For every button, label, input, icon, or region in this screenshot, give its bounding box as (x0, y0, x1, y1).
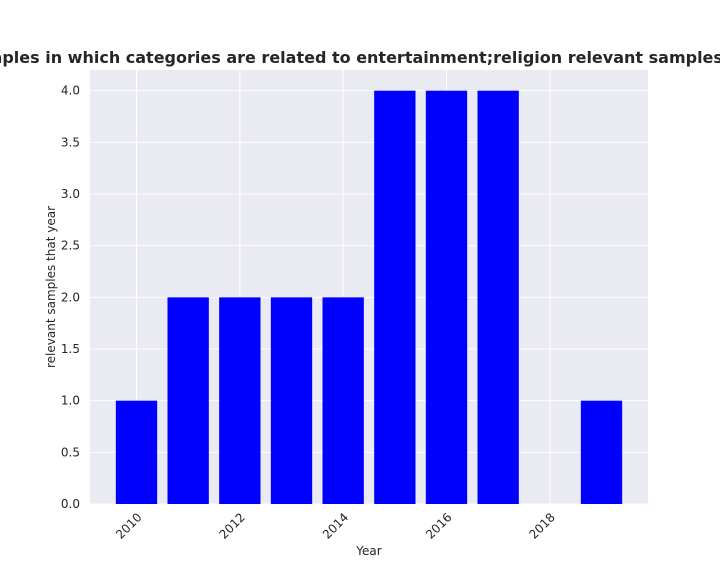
x-tick-label: 2018 (526, 510, 557, 541)
y-tick-label: 3.5 (61, 135, 80, 149)
bar-2013 (270, 297, 313, 504)
y-tick-label: 1.5 (61, 342, 80, 356)
y-tick-label: 2.0 (61, 290, 80, 304)
bar-2019 (580, 400, 623, 504)
x-tick-labels: 2010 2012 2014 2016 2018 (113, 510, 558, 541)
bar-2015 (374, 90, 416, 505)
bar-2011 (167, 297, 209, 504)
y-tick-label: 2.5 (61, 239, 80, 253)
y-tick-label: 3.0 (61, 187, 80, 201)
bar-2014 (322, 297, 364, 504)
x-tick-label: 2014 (320, 510, 351, 541)
x-tick-label: 2012 (216, 510, 247, 541)
y-tick-label: 1.0 (61, 394, 80, 408)
x-axis-label: Year (355, 544, 381, 558)
y-tick-labels: 0.0 0.5 1.0 1.5 2.0 2.5 3.0 3.5 4.0 (61, 84, 80, 511)
y-tick-label: 4.0 (61, 84, 80, 98)
bar-2012 (219, 297, 261, 504)
y-tick-label: 0.5 (61, 445, 80, 459)
x-tick-label: 2016 (423, 510, 454, 541)
chart-title: Yearly-wise number of samples in which c… (0, 48, 720, 67)
bar-2017 (477, 90, 519, 505)
bars (115, 90, 623, 505)
bar-2010 (115, 400, 158, 504)
y-axis-label: relevant samples that year (44, 206, 58, 368)
x-tick-label: 2010 (113, 510, 144, 541)
bar-2016 (425, 90, 468, 505)
y-tick-label: 0.0 (61, 497, 80, 511)
